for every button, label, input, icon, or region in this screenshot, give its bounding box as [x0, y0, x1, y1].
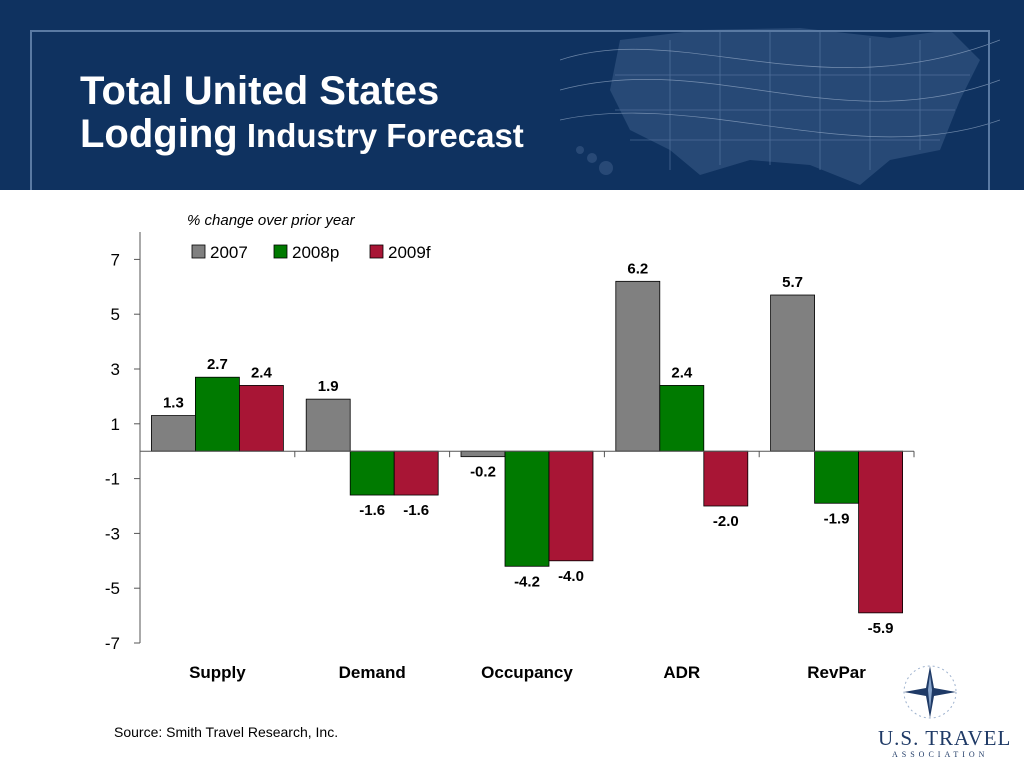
bar-2008p-adr [659, 385, 705, 452]
bar-2008p-supply [194, 376, 240, 452]
bar-2009f-occupancy [548, 450, 594, 562]
source-note: Source: Smith Travel Research, Inc. [114, 724, 339, 740]
bar-2007-revpar [770, 294, 815, 452]
data-label: -1.9 [824, 510, 850, 527]
compass-star-icon [903, 665, 957, 719]
y-tick-label: -1 [105, 470, 120, 489]
bar-2008p-demand [349, 450, 395, 496]
data-label: -5.9 [868, 620, 894, 637]
legend-label-2007: 2007 [210, 243, 248, 262]
bar-2009f-demand [393, 450, 439, 496]
bar-2007-demand [305, 398, 351, 452]
data-label: 5.7 [782, 274, 803, 291]
data-label: -1.6 [403, 502, 429, 519]
y-tick-label: 5 [111, 305, 120, 324]
legend-swatch-2008p [273, 244, 288, 259]
y-tick-label: -5 [105, 579, 120, 598]
data-label: -4.0 [558, 568, 584, 585]
data-label: 6.2 [627, 260, 648, 277]
data-label: 1.3 [163, 395, 184, 412]
y-tick-label: 3 [111, 360, 120, 379]
legend-label-2009f: 2009f [388, 243, 431, 262]
page-title: Total United States Lodging Industry For… [80, 69, 524, 157]
bar-2007-occupancy [460, 450, 506, 458]
x-category-label: Occupancy [481, 663, 573, 682]
y-tick-label: 1 [111, 415, 120, 434]
chart-subtitle: % change over prior year [187, 212, 355, 229]
y-tick-label: -3 [105, 524, 120, 543]
y-tick-label: -7 [105, 634, 120, 653]
us-map-watermark [560, 28, 1000, 185]
us-travel-logo: U.S. TRAVEL ASSOCIATION [870, 660, 1010, 760]
x-category-label: ADR [663, 663, 700, 682]
bar-2009f-supply [238, 385, 284, 452]
bar-2009f-revpar [858, 450, 903, 614]
logo-name: U.S. TRAVEL [878, 726, 1012, 750]
logo-subtitle: ASSOCIATION [892, 750, 989, 759]
bar-2008p-revpar [814, 450, 859, 504]
data-label: -1.6 [359, 502, 385, 519]
data-label: 2.7 [207, 356, 228, 373]
title-line-2b: Industry Forecast [237, 117, 524, 155]
title-line-2a: Lodging [80, 112, 238, 157]
title-line-1: Total United States [80, 69, 440, 113]
y-tick-label: 7 [111, 250, 120, 269]
bar-2007-supply [150, 415, 196, 452]
x-category-label: Supply [189, 663, 246, 682]
data-label: -2.0 [713, 513, 739, 530]
legend-label-2008p: 2008p [292, 243, 339, 262]
data-label: 1.9 [318, 378, 339, 395]
data-label: 2.4 [671, 364, 693, 381]
bar-2009f-adr [703, 450, 749, 507]
x-category-label: RevPar [807, 663, 866, 682]
header-banner: Total United States Lodging Industry For… [0, 0, 1024, 190]
data-label: -0.2 [470, 464, 496, 481]
legend-swatch-2009f [369, 244, 384, 259]
legend-swatch-2007 [191, 244, 206, 259]
bar-2008p-occupancy [504, 450, 550, 567]
bar-2007-adr [615, 280, 661, 452]
x-category-label: Demand [339, 663, 406, 682]
header-frame [30, 30, 990, 190]
data-label: -4.2 [514, 573, 540, 590]
data-label: 2.4 [251, 364, 273, 381]
